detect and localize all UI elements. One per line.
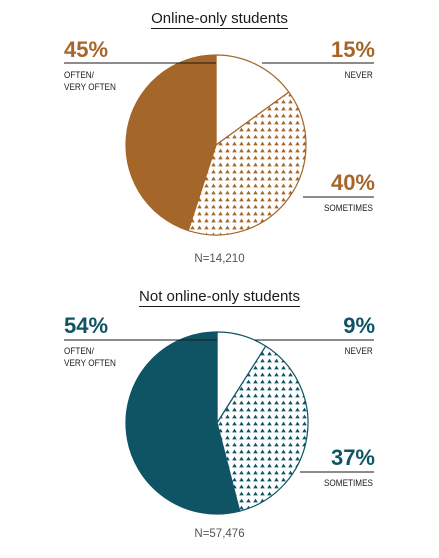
category-label-never: NEVER xyxy=(344,346,373,357)
chart-title-online-only: Online-only students xyxy=(151,10,288,29)
slice-never xyxy=(215,54,290,146)
chart-title-not-online-only: Not online-only students xyxy=(139,288,300,307)
data-label-often: 45% xyxy=(64,37,109,62)
data-label-never: 9% xyxy=(343,313,375,338)
category-label-often: OFTEN/ VERY OFTEN xyxy=(64,346,116,369)
category-label-never: NEVER xyxy=(344,70,373,81)
pie-online-only xyxy=(125,54,307,236)
category-label-sometimes: SOMETIMES xyxy=(323,478,373,489)
data-label-never: 15% xyxy=(330,37,375,62)
data-label-sometimes: 37% xyxy=(330,445,375,470)
category-label-often: OFTEN/ VERY OFTEN xyxy=(64,70,116,93)
slice-sometimes xyxy=(216,345,309,512)
data-label-sometimes: 40% xyxy=(330,170,375,195)
pie-not-online-only xyxy=(125,331,309,515)
slice-sometimes xyxy=(187,91,307,236)
sample-size-not-online-only: N=57,476 xyxy=(194,528,245,540)
data-label-often: 54% xyxy=(64,313,109,338)
sample-size-online-only: N=14,210 xyxy=(194,253,245,265)
category-label-sometimes: SOMETIMES xyxy=(323,203,373,214)
slice-often xyxy=(125,54,217,232)
slice-often xyxy=(125,331,241,515)
